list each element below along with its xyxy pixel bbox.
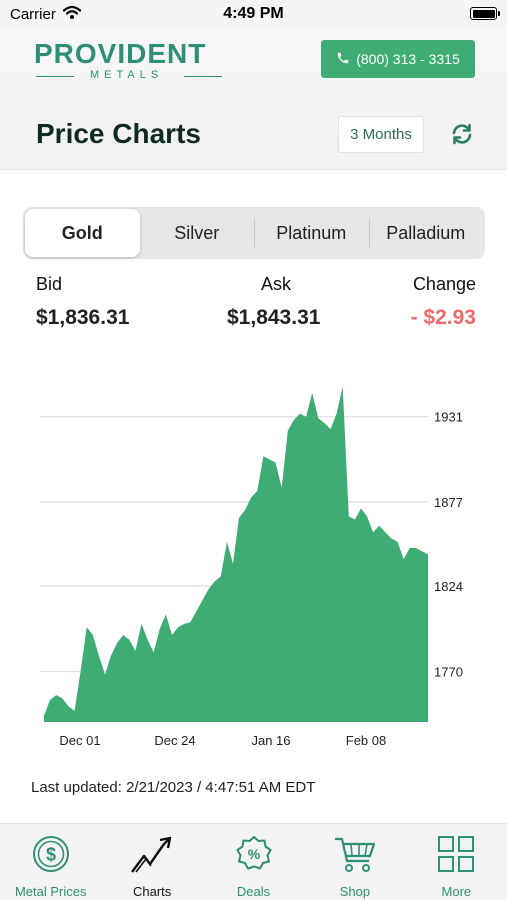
tab-silver[interactable]: Silver (174, 222, 220, 243)
ask-block: Ask $1,843.31 (227, 274, 320, 330)
carrier-label: Carrier (10, 6, 56, 23)
bid-label: Bid (36, 274, 63, 294)
y-tick-label: 1824 (434, 579, 463, 594)
tab-palladium[interactable]: Palladium (368, 209, 484, 257)
app-header: PROVIDENT METALS (800) 313 - 3315 Price … (0, 28, 507, 170)
tab-shop[interactable]: Shop (304, 824, 405, 900)
logo-subtitle: METALS (90, 69, 164, 81)
y-tick-label: 1931 (434, 410, 463, 425)
chart-icon (131, 836, 172, 873)
grid-icon (438, 836, 475, 872)
tab-platinum[interactable]: Platinum (254, 209, 369, 257)
refresh-icon[interactable] (450, 122, 474, 146)
status-bar: Carrier 4:49 PM (0, 0, 507, 28)
bid-value: $1,836.31 (36, 306, 130, 329)
ask-value: $1,843.31 (227, 306, 321, 329)
provident-logo[interactable]: PROVIDENT METALS (34, 38, 224, 83)
change-block: Change - $2.93 (411, 274, 476, 330)
tab-label: Shop (339, 884, 371, 899)
svg-text:%: % (247, 846, 260, 862)
tab-label: More (441, 884, 472, 899)
x-tick-label: Dec 01 (59, 733, 100, 748)
percent-badge-icon: % (236, 836, 272, 870)
x-tick-label: Feb 08 (346, 733, 386, 748)
last-updated: Last updated: 2/21/2023 / 4:47:51 AM EDT (31, 779, 316, 796)
tab-label: Deals (236, 884, 271, 899)
change-label: Change (412, 274, 476, 294)
price-chart: 1931 1877 1824 1770 Dec 01 Dec 24 Jan 16 Feb 08 (40, 386, 463, 748)
ask-label: Ask (261, 274, 292, 294)
tab-bar: $ Metal Prices Charts % Deals Shop (0, 823, 507, 900)
metal-selector: Gold Silver Platinum Palladium (23, 207, 485, 259)
clock: 4:49 PM (223, 5, 284, 22)
svg-text:$: $ (46, 845, 56, 865)
call-button[interactable]: (800) 313 - 3315 (321, 40, 475, 78)
page-title: Price Charts (36, 118, 201, 149)
tab-metal-prices[interactable]: $ Metal Prices (0, 824, 101, 900)
x-tick-label: Jan 16 (251, 733, 290, 748)
change-value: - $2.93 (410, 306, 476, 329)
battery-icon (470, 7, 500, 20)
y-tick-label: 1770 (434, 664, 463, 679)
logo-wordmark: PROVIDENT (34, 38, 207, 69)
bid-block: Bid $1,836.31 (36, 274, 129, 330)
tab-label: Charts (132, 884, 172, 899)
phone-icon (336, 51, 350, 68)
tab-gold[interactable]: Gold (25, 209, 140, 257)
price-area-series (44, 386, 428, 722)
wifi-icon (62, 5, 82, 25)
coin-icon: $ (32, 836, 69, 872)
tab-more[interactable]: More (406, 824, 507, 900)
logo-rule-right (184, 76, 222, 77)
tab-label: Metal Prices (14, 884, 87, 899)
logo-rule-left (36, 76, 74, 77)
x-tick-label: Dec 24 (154, 733, 195, 748)
phone-number: (800) 313 - 3315 (356, 51, 460, 67)
time-range-button[interactable]: 3 Months (338, 116, 424, 153)
cart-icon (334, 837, 376, 872)
tab-charts[interactable]: Charts (101, 824, 202, 900)
tab-deals[interactable]: % Deals (203, 824, 304, 900)
y-tick-label: 1877 (434, 495, 463, 510)
